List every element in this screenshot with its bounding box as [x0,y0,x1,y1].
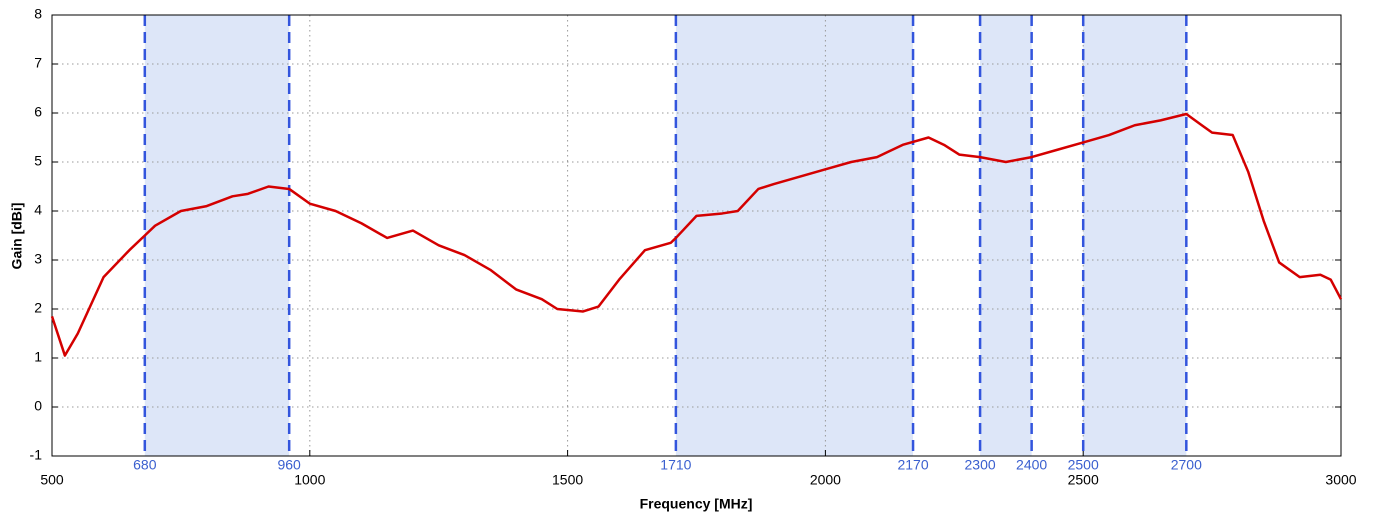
y-tick-label: 5 [34,153,42,169]
x-tick-label: 2500 [1068,472,1099,488]
y-tick-label: 6 [34,104,42,120]
y-tick-label: 8 [34,6,42,22]
band-label: 960 [277,457,301,473]
x-tick-label: 2000 [810,472,841,488]
x-tick-label: 500 [40,472,64,488]
y-axis-title: Gain [dBi] [9,203,25,270]
band [980,15,1032,456]
y-tick-label: 1 [34,349,42,365]
x-tick-label: 1500 [552,472,583,488]
y-tick-label: 7 [34,55,42,71]
x-axis-title: Frequency [MHz] [640,496,753,512]
x-tick-label: 1000 [294,472,325,488]
band-label: 680 [133,457,157,473]
x-tick-label: 3000 [1325,472,1356,488]
band-label: 2700 [1171,457,1202,473]
plot-frame [51,14,1342,457]
band [675,15,914,456]
band-label: 2300 [965,457,996,473]
band-label: 1710 [660,457,691,473]
y-tick-label: 2 [34,300,42,316]
y-tick-label: -1 [30,447,43,463]
y-tick-label: 4 [34,202,42,218]
y-tick-label: 3 [34,251,42,267]
band [1083,15,1187,456]
y-tick-label: 0 [34,398,42,414]
gain-line [50,112,1343,357]
band-label: 2170 [897,457,928,473]
band [144,15,290,456]
band-label: 2400 [1016,457,1047,473]
band-label: 2500 [1068,457,1099,473]
